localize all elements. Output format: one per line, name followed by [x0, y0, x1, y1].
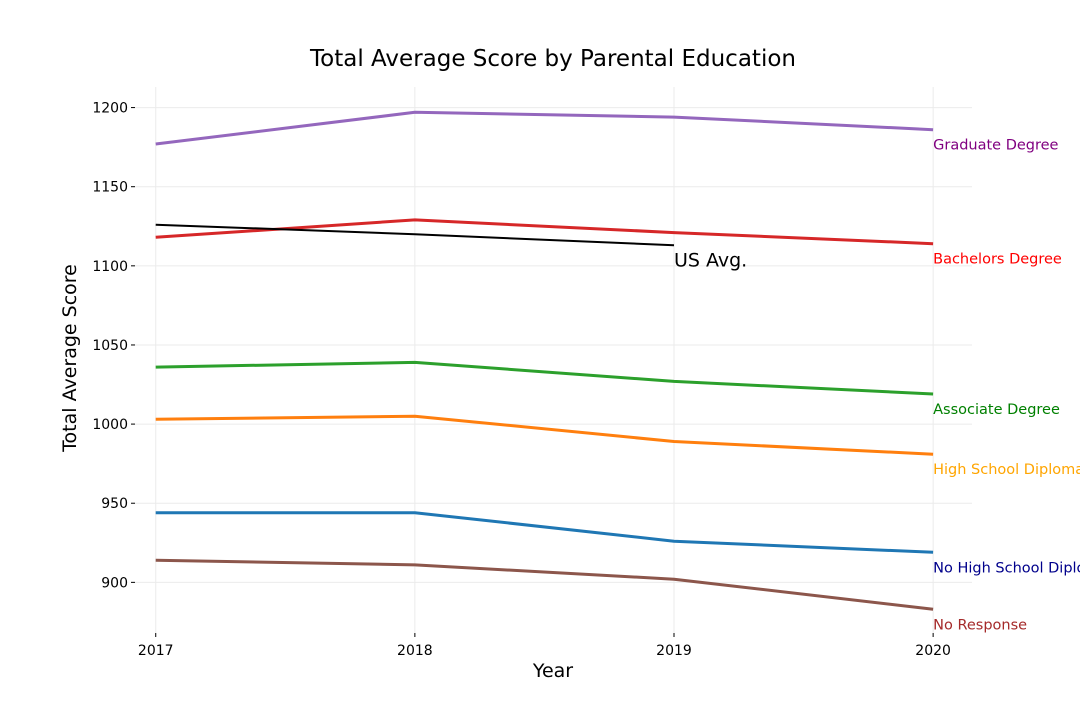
series-line-no-high-school-diploma [155, 511, 934, 554]
grid-lines [135, 87, 972, 633]
x-tick-label: 2020 [915, 643, 951, 659]
series-line-associate-degree [155, 360, 934, 396]
x-axis-label: Year [532, 660, 573, 682]
y-tick-label: 1100 [92, 259, 128, 275]
y-tick-label: 900 [101, 575, 128, 591]
series-line-graduate-degree [155, 110, 934, 146]
series-label-graduate-degree: Graduate Degree [933, 138, 1058, 154]
series-lines [155, 110, 934, 611]
y-tick-label: 1150 [92, 180, 128, 196]
y-tick-label: 950 [101, 496, 128, 512]
series-label-bachelors-degree: Bachelors Degree [933, 252, 1062, 268]
series-label-no-high-school-diploma: No High School Diploma [933, 560, 1080, 576]
x-tick-label: 2018 [397, 643, 433, 659]
series-label-no-response: No Response [933, 617, 1027, 633]
series-line-no-response [155, 558, 934, 611]
chart-title: Total Average Score by Parental Educatio… [309, 46, 796, 72]
x-tick-label: 2017 [138, 643, 174, 659]
us-average-line [155, 223, 675, 247]
series-labels: Graduate Degree Bachelors Degree Associate… [674, 138, 1080, 634]
x-tick-label: 2019 [656, 643, 692, 659]
axis-ticks: 900 950 1000 1050 1100 1150 1200 2017 2018 2019 20… [92, 101, 951, 659]
y-tick-label: 1000 [92, 417, 128, 433]
y-axis-label: Total Average Score [59, 264, 81, 453]
series-line-high-school-diploma [155, 414, 934, 456]
series-label-associate-degree: Associate Degree [933, 402, 1060, 418]
us-average-label: US Avg. [674, 249, 747, 271]
y-tick-label: 1050 [92, 338, 128, 354]
series-label-high-school-diploma: High School Diploma [933, 462, 1080, 478]
y-tick-label: 1200 [92, 101, 128, 117]
